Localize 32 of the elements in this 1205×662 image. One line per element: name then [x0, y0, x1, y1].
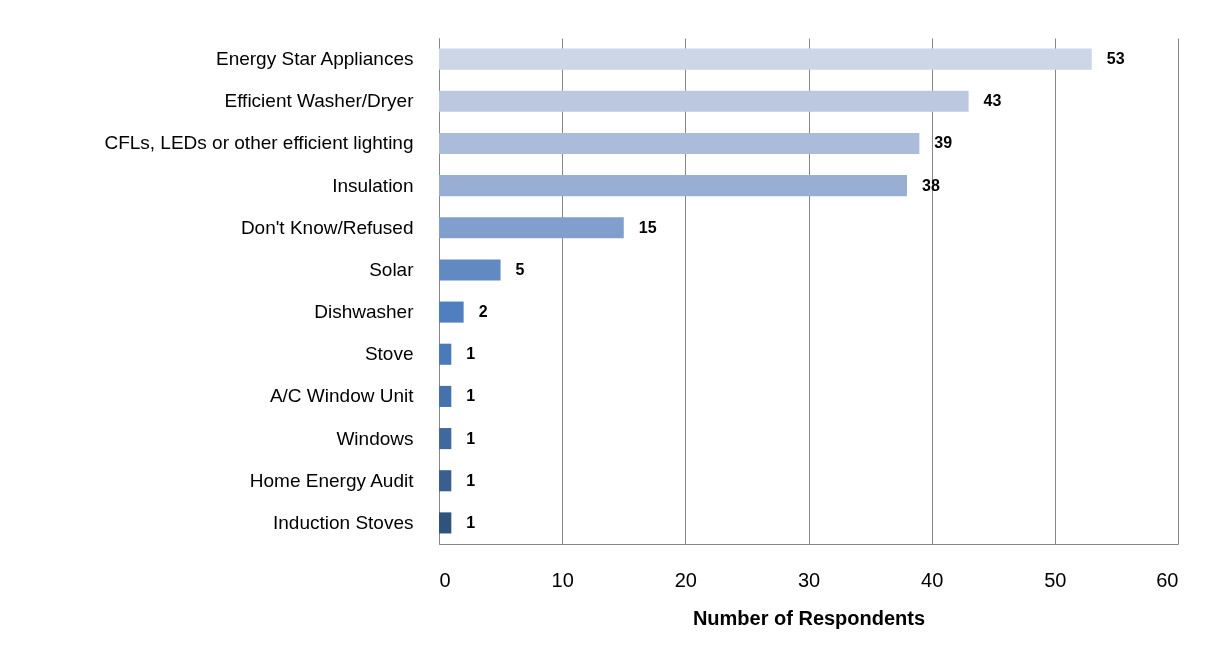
y-tick-label: Stove: [364, 343, 414, 365]
x-tick-label: 0: [439, 568, 451, 591]
x-axis-title: Number of Respondents: [692, 606, 926, 629]
data-label: 1: [466, 471, 476, 489]
data-label: 39: [934, 134, 953, 152]
y-tick-label: Energy Star Appliances: [215, 48, 414, 70]
data-label: 2: [478, 303, 488, 321]
x-tick-label: 60: [1156, 568, 1179, 591]
x-tick-label: 10: [551, 568, 574, 591]
data-label: 53: [1106, 50, 1125, 68]
x-tick-label: 40: [921, 568, 944, 591]
x-tick-label: 50: [1044, 568, 1067, 591]
x-tick-label: 30: [797, 568, 821, 591]
y-tick-label: Home Energy Audit: [249, 469, 415, 491]
data-label: 1: [466, 345, 476, 363]
y-tick-label: Dishwasher: [314, 301, 415, 323]
x-tick-label: 20: [674, 568, 697, 591]
y-tick-label: Insulation: [332, 174, 414, 196]
y-tick-label: Windows: [336, 427, 414, 449]
y-tick-label: Don't Know/Refused: [240, 216, 414, 238]
y-tick-label: Efficient Washer/Dryer: [224, 90, 415, 112]
y-tick-label: CFLs, LEDs or other efficient lighting: [104, 132, 414, 154]
data-label: 38: [922, 176, 940, 194]
data-label: 15: [638, 218, 657, 236]
data-label: 43: [983, 92, 1002, 110]
data-label: 1: [466, 387, 476, 405]
data-label: 1: [466, 513, 476, 531]
y-tick-label: Induction Stoves: [273, 511, 414, 533]
y-tick-label: A/C Window Unit: [269, 385, 415, 407]
data-label: 5: [515, 260, 525, 278]
data-label: 1: [466, 429, 476, 447]
y-tick-label: Solar: [369, 258, 415, 280]
